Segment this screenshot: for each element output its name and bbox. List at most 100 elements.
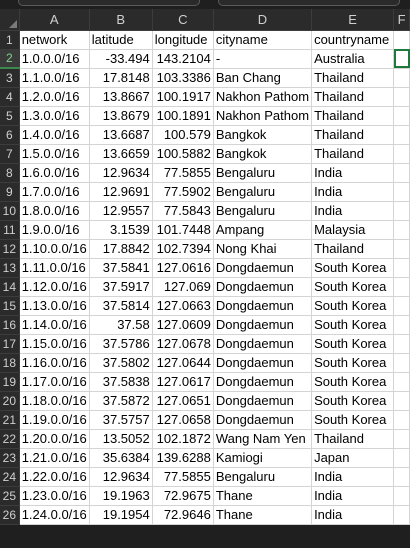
cell-c[interactable]: 139.6288 bbox=[152, 448, 214, 468]
cell-d[interactable]: Dongdaemun bbox=[213, 353, 313, 373]
cell-e[interactable]: South Korea bbox=[311, 334, 395, 354]
column-header-c[interactable]: C bbox=[152, 9, 214, 31]
cell-c[interactable]: 127.069 bbox=[152, 277, 214, 297]
cell-a[interactable]: 1.10.0.0/16 bbox=[19, 239, 90, 259]
cell-c[interactable]: 100.1917 bbox=[152, 87, 214, 107]
cell-e[interactable]: South Korea bbox=[311, 372, 395, 392]
cell-f[interactable] bbox=[393, 201, 410, 221]
cell-c[interactable]: 100.5882 bbox=[152, 144, 214, 164]
cell-e[interactable]: Thailand bbox=[311, 125, 395, 145]
row-header[interactable]: 24 bbox=[0, 467, 20, 487]
cell-a[interactable]: 1.20.0.0/16 bbox=[19, 429, 90, 449]
cell-a[interactable]: 1.8.0.0/16 bbox=[19, 201, 90, 221]
cell-e[interactable]: India bbox=[311, 486, 395, 506]
cell-f[interactable] bbox=[393, 410, 410, 430]
row-header[interactable]: 22 bbox=[0, 429, 20, 449]
cell-c[interactable]: 72.9675 bbox=[152, 486, 214, 506]
cell-b[interactable]: 37.5786 bbox=[89, 334, 153, 354]
cell-c[interactable]: 77.5855 bbox=[152, 467, 214, 487]
cell-a[interactable]: 1.14.0.0/16 bbox=[19, 315, 90, 335]
row-header[interactable]: 6 bbox=[0, 125, 20, 145]
cell-e[interactable]: countryname bbox=[311, 30, 395, 50]
row-header[interactable]: 12 bbox=[0, 239, 20, 259]
cell-e[interactable]: Thailand bbox=[311, 144, 395, 164]
cell-e[interactable]: South Korea bbox=[311, 315, 395, 335]
cell-b[interactable]: 13.6659 bbox=[89, 144, 153, 164]
cell-d[interactable]: Thane bbox=[213, 486, 313, 506]
row-header[interactable]: 20 bbox=[0, 391, 20, 411]
cell-a[interactable]: 1.23.0.0/16 bbox=[19, 486, 90, 506]
column-header-b[interactable]: B bbox=[89, 9, 153, 31]
cell-e[interactable]: Thailand bbox=[311, 106, 395, 126]
cell-d[interactable]: Dongdaemun bbox=[213, 372, 313, 392]
cell-f[interactable] bbox=[393, 258, 410, 278]
cell-d[interactable]: Wang Nam Yen bbox=[213, 429, 313, 449]
cell-f[interactable] bbox=[393, 448, 410, 468]
cell-b[interactable]: 12.9634 bbox=[89, 163, 153, 183]
cell-f[interactable] bbox=[393, 296, 410, 316]
cell-e[interactable]: Malaysia bbox=[311, 220, 395, 240]
cell-d[interactable]: Dongdaemun bbox=[213, 391, 313, 411]
cell-f[interactable] bbox=[393, 30, 410, 50]
cell-b[interactable]: 12.9634 bbox=[89, 467, 153, 487]
column-header-f[interactable]: F bbox=[393, 9, 410, 31]
cell-d[interactable]: Dongdaemun bbox=[213, 315, 313, 335]
cell-b[interactable]: 17.8842 bbox=[89, 239, 153, 259]
row-header[interactable]: 23 bbox=[0, 448, 20, 468]
cell-c[interactable]: 100.1891 bbox=[152, 106, 214, 126]
cell-c[interactable]: 72.9646 bbox=[152, 505, 214, 525]
cell-f[interactable] bbox=[393, 277, 410, 297]
row-header[interactable]: 25 bbox=[0, 486, 20, 506]
cell-b[interactable]: 37.5872 bbox=[89, 391, 153, 411]
cell-a[interactable]: 1.24.0.0/16 bbox=[19, 505, 90, 525]
row-header[interactable]: 9 bbox=[0, 182, 20, 202]
row-header[interactable]: 19 bbox=[0, 372, 20, 392]
cell-d[interactable]: Kamiogi bbox=[213, 448, 313, 468]
cell-b[interactable]: 37.5917 bbox=[89, 277, 153, 297]
cell-d[interactable]: Nong Khai bbox=[213, 239, 313, 259]
cell-b[interactable]: 37.5841 bbox=[89, 258, 153, 278]
cell-d[interactable]: Dongdaemun bbox=[213, 410, 313, 430]
cell-a[interactable]: 1.5.0.0/16 bbox=[19, 144, 90, 164]
row-header[interactable]: 3 bbox=[0, 68, 20, 88]
cell-d[interactable]: Bengaluru bbox=[213, 201, 313, 221]
cell-d[interactable]: Bengaluru bbox=[213, 467, 313, 487]
cell-c[interactable]: 103.3386 bbox=[152, 68, 214, 88]
cell-c[interactable]: 127.0644 bbox=[152, 353, 214, 373]
cell-f[interactable] bbox=[393, 106, 410, 126]
column-header-a[interactable]: A bbox=[19, 9, 90, 31]
cell-a[interactable]: 1.1.0.0/16 bbox=[19, 68, 90, 88]
cell-c[interactable]: 127.0678 bbox=[152, 334, 214, 354]
cell-b[interactable]: 12.9557 bbox=[89, 201, 153, 221]
cell-b[interactable]: 13.8679 bbox=[89, 106, 153, 126]
cell-f[interactable] bbox=[393, 391, 410, 411]
cell-f[interactable] bbox=[393, 125, 410, 145]
selected-cell-f2[interactable] bbox=[393, 49, 410, 69]
cell-c[interactable]: 127.0663 bbox=[152, 296, 214, 316]
cell-d[interactable]: Ampang bbox=[213, 220, 313, 240]
cell-b[interactable]: 12.9691 bbox=[89, 182, 153, 202]
row-header[interactable]: 7 bbox=[0, 144, 20, 164]
cell-d[interactable]: Nakhon Pathom bbox=[213, 87, 313, 107]
cell-a[interactable]: 1.19.0.0/16 bbox=[19, 410, 90, 430]
cell-b[interactable]: 19.1954 bbox=[89, 505, 153, 525]
cell-c[interactable]: 127.0609 bbox=[152, 315, 214, 335]
cell-b[interactable]: 17.8148 bbox=[89, 68, 153, 88]
cell-c[interactable]: 77.5855 bbox=[152, 163, 214, 183]
row-header[interactable]: 4 bbox=[0, 87, 20, 107]
cell-c[interactable]: 127.0658 bbox=[152, 410, 214, 430]
cell-b[interactable]: 19.1963 bbox=[89, 486, 153, 506]
cell-e[interactable]: South Korea bbox=[311, 410, 395, 430]
row-header[interactable]: 14 bbox=[0, 277, 20, 297]
select-all-corner[interactable] bbox=[0, 9, 20, 31]
row-header[interactable]: 1 bbox=[0, 30, 20, 50]
row-header[interactable]: 8 bbox=[0, 163, 20, 183]
cell-d[interactable]: Ban Chang bbox=[213, 68, 313, 88]
cell-f[interactable] bbox=[393, 334, 410, 354]
cell-b[interactable]: 13.8667 bbox=[89, 87, 153, 107]
cell-e[interactable]: South Korea bbox=[311, 277, 395, 297]
cell-f[interactable] bbox=[393, 429, 410, 449]
cell-c[interactable]: 77.5902 bbox=[152, 182, 214, 202]
cell-d[interactable]: Dongdaemun bbox=[213, 258, 313, 278]
cell-d[interactable]: Nakhon Pathom bbox=[213, 106, 313, 126]
